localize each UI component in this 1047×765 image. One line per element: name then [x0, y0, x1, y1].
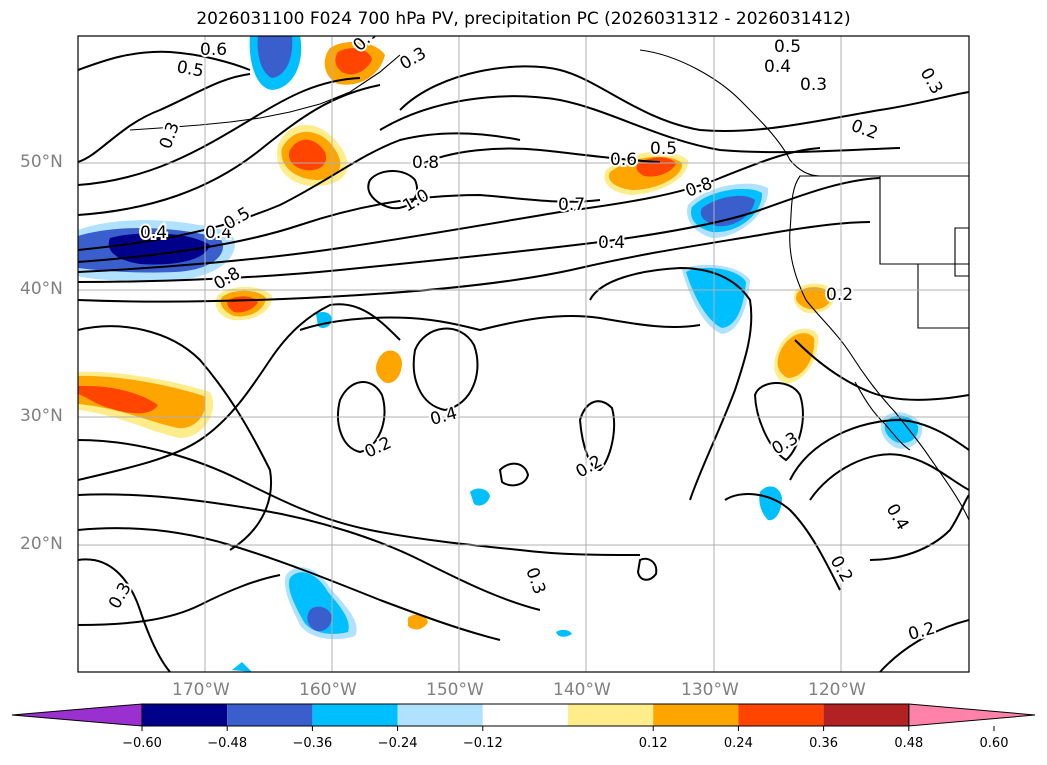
colorbar-tick-label: −0.24	[377, 736, 418, 751]
lon-label-150w: 150°W	[426, 680, 484, 700]
colorbar-segment	[823, 704, 909, 726]
colorbar-border	[141, 703, 910, 727]
lon-label-120w: 120°W	[808, 680, 866, 700]
colorbar-tick-label: −0.48	[207, 736, 248, 751]
colorbar-extend-max	[908, 703, 1036, 727]
contour-label: 0.5	[774, 37, 801, 57]
contour-label: 0.7	[558, 195, 585, 215]
colorbar-tick-label: 0.24	[723, 736, 753, 751]
colorbar-segment	[482, 704, 568, 726]
colorbar-tick-label: 0.12	[638, 736, 668, 751]
contour-label: 0.8	[412, 153, 439, 173]
lon-label-170w: 170°W	[172, 680, 230, 700]
contour-label: 0.4	[598, 233, 625, 253]
lat-label-40n: 40°N	[20, 279, 63, 299]
colorbar	[11, 703, 1036, 731]
pv-contours	[78, 50, 969, 672]
map-background	[78, 36, 969, 672]
lat-label-20n: 20°N	[20, 534, 63, 554]
lon-label-140w: 140°W	[553, 680, 611, 700]
colorbar-segment	[227, 704, 313, 726]
contour-label: 0.6	[610, 150, 637, 170]
contour-label: 0.4	[205, 223, 232, 243]
map-title: 2026031100 F024 700 hPa PV, precipitatio…	[196, 9, 851, 29]
colorbar-tick-label: 0.36	[809, 736, 839, 751]
colorbar-segment	[312, 704, 398, 726]
colorbar-extend-min	[11, 703, 143, 727]
map-frame	[77, 35, 970, 673]
lon-label-160w: 160°W	[299, 680, 357, 700]
contour-label: 0.4	[140, 223, 167, 243]
contour-label: 0.3	[800, 75, 827, 95]
lat-label-50n: 50°N	[20, 152, 63, 172]
colorbar-tick-label: 0.60	[979, 736, 1009, 751]
colorbar-tick-label: −0.60	[122, 736, 162, 751]
gridlines	[78, 36, 969, 672]
lat-label-30n: 30°N	[20, 406, 63, 426]
lon-label-130w: 130°W	[681, 680, 739, 700]
colorbar-tick-label: −0.12	[462, 736, 503, 751]
contour-label: 0.2	[826, 285, 853, 305]
colorbar-segment	[397, 704, 483, 726]
colorbar-segment	[738, 704, 824, 726]
coastlines	[129, 49, 969, 521]
colorbar-segment	[653, 704, 739, 726]
colorbar-tick-label: −0.36	[292, 736, 333, 751]
colorbar-tick-label: 0.48	[894, 736, 924, 751]
contour-label: 0.4	[764, 57, 791, 77]
precip-shading	[78, 36, 923, 672]
colorbar-segment	[142, 704, 228, 726]
contour-label: 0.5	[650, 139, 677, 159]
colorbar-segment	[568, 704, 654, 726]
contour-label: 0.6	[200, 40, 227, 60]
